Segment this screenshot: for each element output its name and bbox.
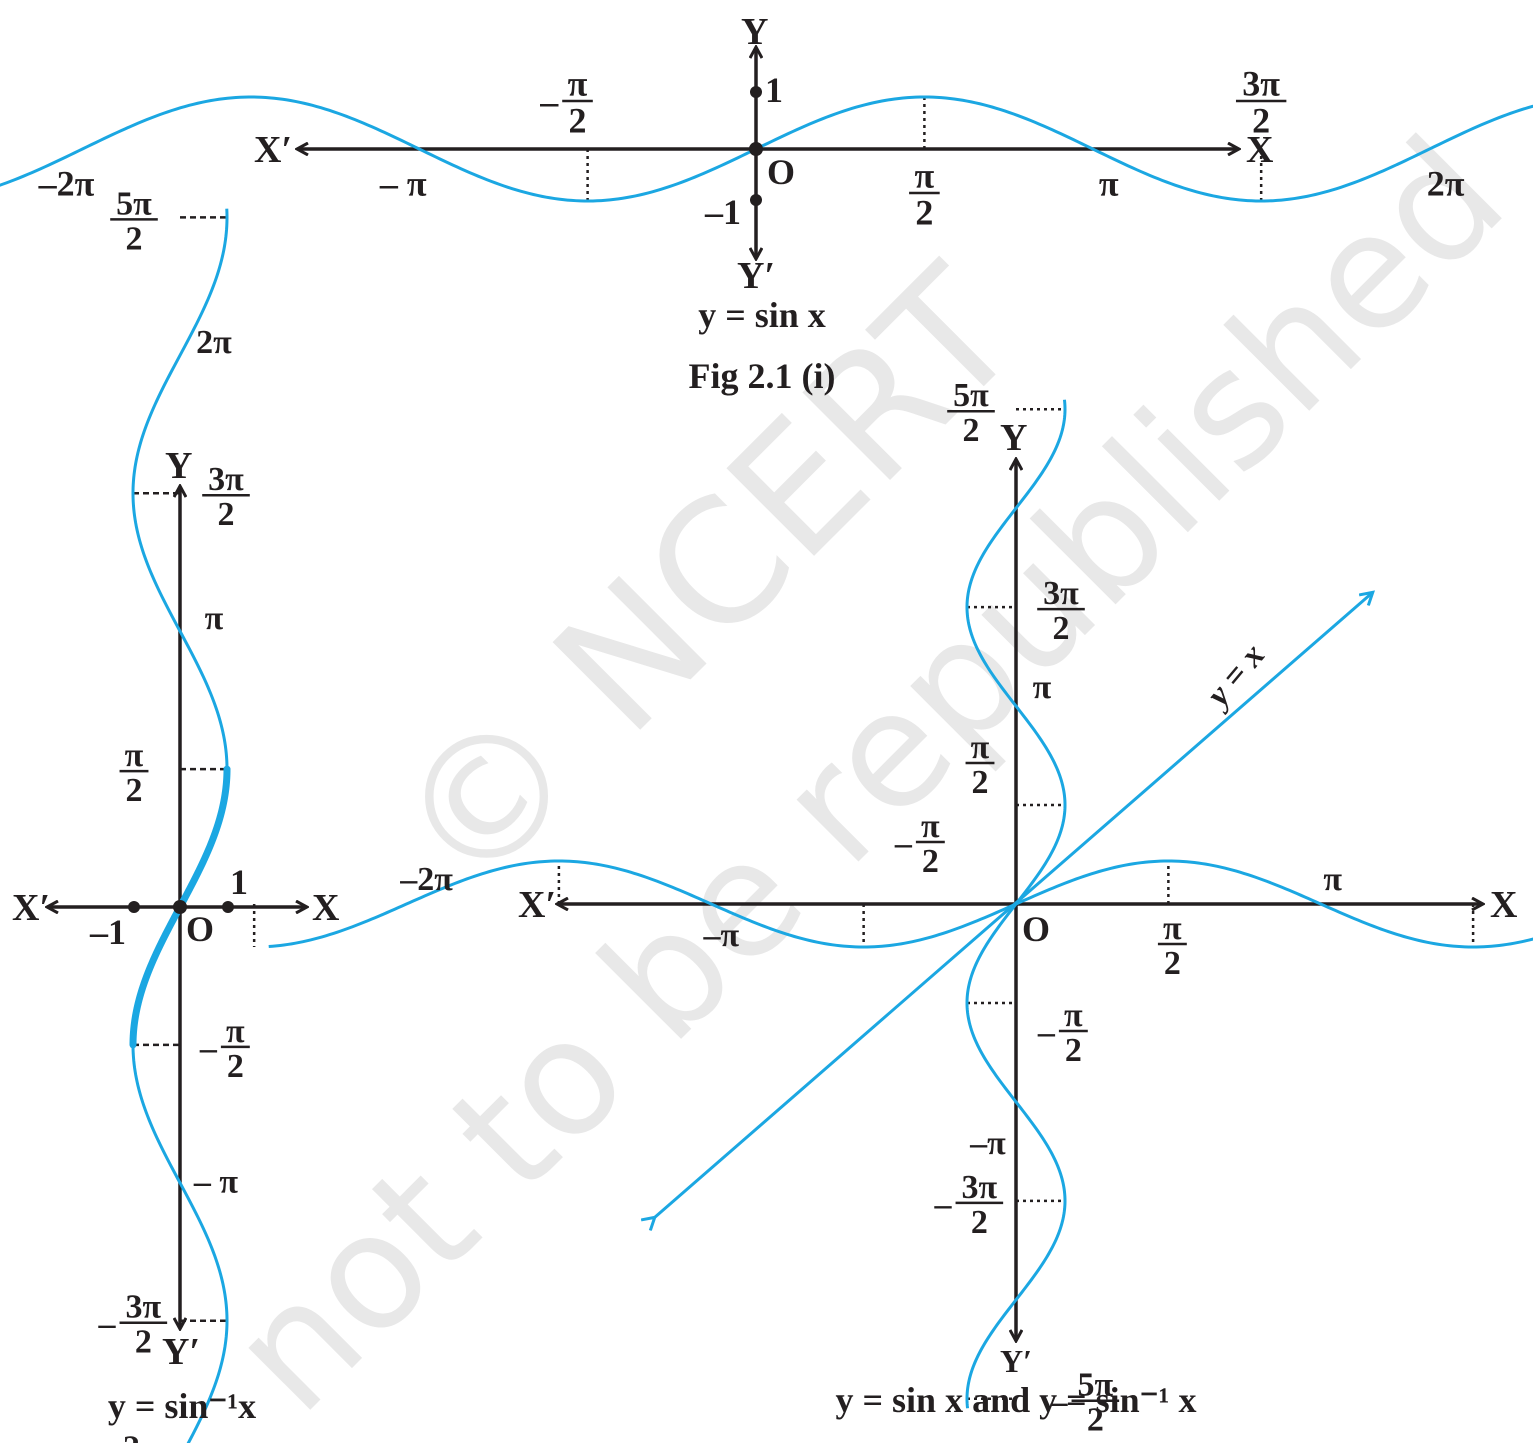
c3-origin-label: O [1022,909,1050,949]
c2-y-tick-0-num: 5π [116,185,152,222]
c3-x-tick-3-num: π [1163,910,1182,947]
c2-yneg-label: Y′ [162,1331,200,1373]
c1-x-tick-4-num: π [915,156,935,196]
c2-y-tick-2-num: 3π [208,461,244,498]
c1-caption: y = sin x [698,295,826,335]
c3-y-tick-0-num: 5π [953,377,989,414]
c1-xneg-label: X′ [254,129,292,171]
c3-y-tick-1-num: 3π [1043,575,1079,612]
c2-y-tick-8: – 2π [96,1430,159,1443]
c2-origin-point [173,900,187,914]
c3-y-label: Y [1000,417,1027,459]
c3-yneg-label: Y′ [1000,1343,1032,1379]
c1-x-tick-3-sign: – [539,82,559,122]
c1-y-tick-m1: –1 [704,192,741,232]
c2-y-label: Y [165,445,192,487]
c3-y-tick-5: –π [969,1125,1006,1162]
figure-caption: Fig 2.1 (i) [689,356,836,396]
c3-x-label: X [1490,884,1517,926]
c3-y-tick-7-den: 2 [1087,1402,1104,1439]
c2-x-tick-1: 1 [230,862,248,902]
c1-x-tick-labels: –5π2–2π– π–π2π2π3π22π5π2 [38,64,1465,233]
c1-x-tick-3-den: 2 [569,101,587,141]
c1-yneg-label: Y′ [737,255,775,297]
c3-y-tick-6-den: 2 [971,1204,988,1241]
c3-y-tick-4-sign: – [1037,1014,1056,1051]
c3-y-tick-7-num: 5π [1078,1367,1114,1404]
c3-x-tick-2-num: π [921,808,940,845]
c3-x-tick-4: π [1323,861,1342,898]
c3-x-tick-1: –π [702,917,739,954]
c3-y-tick-7-sign: – [1050,1384,1069,1421]
c3-tick-labels: –2π–π–π2π2π2π5π23π2ππ2–π2–π–3π2–5π2 [399,377,1342,1439]
c3-y-tick-3-num: π [971,729,990,766]
c2-y-tick-1: 2π [196,324,232,361]
c1-point-y1 [750,86,762,98]
c3-y-tick-3-den: 2 [972,764,989,801]
c3-line-y-equals-x [654,593,1372,1218]
c1-x-tick-6-num: 3π [1242,64,1280,104]
c2-y-tick-4-den: 2 [126,772,143,809]
chart-sin-x: X X′ Y Y′ O 1 –1 –5π2–2π– π–π2π2π3π22π5π… [0,11,1533,396]
watermark: © NCERT not to be republished [195,103,1533,1443]
c2-point-x1 [222,901,234,913]
c3-y-tick-2: π [1033,669,1052,706]
c1-origin-point [749,142,763,156]
c1-origin-label: O [767,152,795,192]
c2-y-tick-5-sign: – [199,1030,218,1067]
c1-x-label: X [1246,129,1273,171]
c2-y-tick-6: – π [193,1164,239,1201]
c2-y-tick-0-den: 2 [126,220,143,257]
c1-y-label: Y [741,11,768,53]
c1-y-tick-1: 1 [765,70,783,110]
c3-x-tick-3-den: 2 [1164,945,1181,982]
chart-sin-and-arcsin: X X′ Y Y′ O y = x –2π–π–π2π2π2π5π23π2ππ2… [252,377,1533,1439]
c1-x-tick-3-num: π [568,64,588,104]
c2-y-tick-7-den: 2 [135,1324,152,1361]
c1-x-tick-2: – π [379,164,427,204]
c1-x-tick-1: –2π [38,164,95,204]
c2-origin-label: O [186,909,214,949]
c3-y-tick-4-den: 2 [1065,1032,1082,1069]
c3-y-tick-4-num: π [1064,997,1083,1034]
c2-y-tick-5-den: 2 [227,1048,244,1085]
c3-x-tick-2-sign: – [894,825,913,862]
c2-y-tick-5-num: π [226,1013,245,1050]
c2-x-label: X [312,887,339,929]
c3-y-tick-0-den: 2 [963,412,980,449]
c3-y-tick-6-num: 3π [962,1169,998,1206]
c1-x-tick-6-den: 2 [1252,101,1270,141]
c3-x-tick-2-den: 2 [922,843,939,880]
c2-y-tick-7-sign: – [98,1306,117,1343]
c3-yx-label: y = x [1197,637,1272,716]
c3-y-tick-1-den: 2 [1053,610,1070,647]
c2-y-tick-7-num: 3π [126,1289,162,1326]
c2-x-tick-m1: –1 [89,912,126,952]
c2-point-xm1 [128,901,140,913]
c3-caption: y = sin x and y = sin⁻¹ x [836,1380,1197,1420]
c1-point-ym1 [750,194,762,206]
c2-y-tick-2-den: 2 [218,496,235,533]
c3-xneg-label: X′ [518,884,556,926]
c3-x-tick-0: –2π [399,861,453,898]
c2-xneg-label: X′ [12,887,50,929]
c2-caption: y = sin⁻¹x [108,1386,256,1426]
c1-x-tick-7: 2π [1427,164,1465,204]
c3-y-tick-6-sign: – [934,1186,953,1223]
c1-x-tick-5: π [1099,164,1119,204]
c2-y-tick-3: π [205,600,224,637]
c2-guide-lines [133,216,227,1322]
c2-y-tick-4-num: π [125,737,144,774]
c1-x-tick-4-den: 2 [915,193,933,233]
